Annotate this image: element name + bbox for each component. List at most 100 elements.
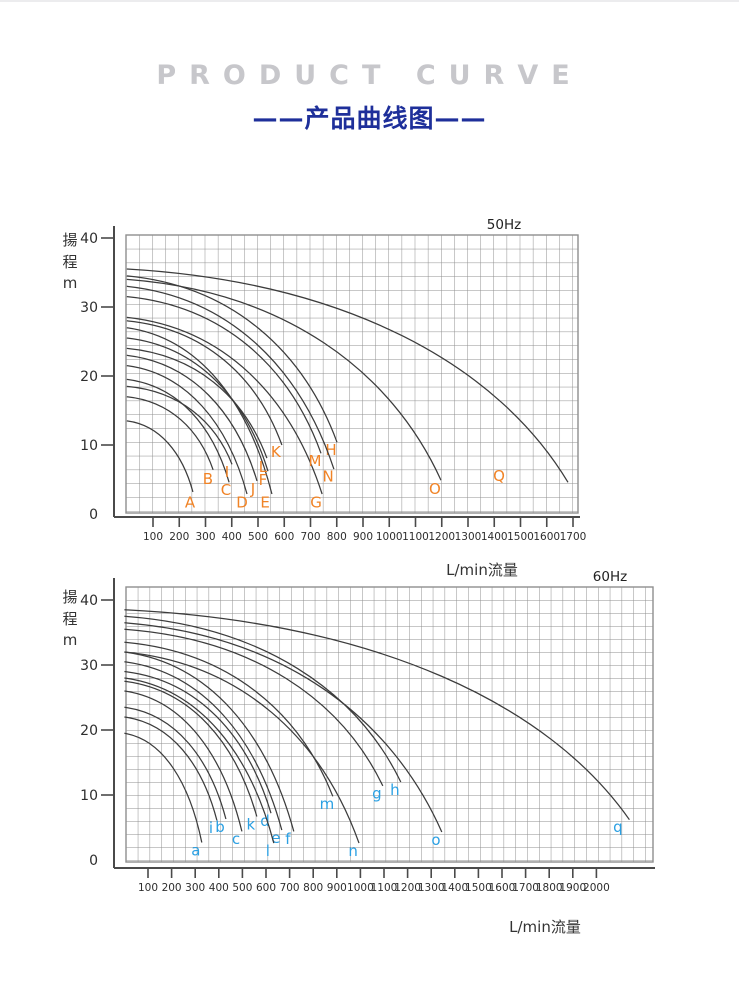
curve-b — [124, 706, 227, 820]
x-tick-label: 600 — [256, 882, 276, 894]
curve-label-Q: Q — [493, 467, 505, 485]
curve-label-f: f — [285, 830, 291, 848]
x-tick-label: 1600 — [489, 882, 516, 894]
y-axis-title-char: 程 — [62, 253, 77, 271]
curve-I — [126, 385, 233, 465]
curve-label-h: h — [390, 781, 400, 799]
y-axis-title-char: m — [63, 274, 78, 292]
x-tick-label: 1400 — [481, 531, 508, 543]
x-tick-label: 900 — [327, 882, 347, 894]
curve-label-o: o — [431, 831, 440, 849]
page-title-en: PRODUCT CURVE — [156, 60, 583, 91]
curve-F — [126, 337, 269, 472]
x-tick-label: 100 — [143, 531, 163, 543]
curve-G — [126, 316, 323, 495]
y-tick-label: 30 — [80, 300, 98, 316]
y-axis-title-char: 揚 — [62, 231, 77, 249]
x-tick-label: 300 — [195, 531, 215, 543]
curve-C — [126, 378, 230, 483]
x-tick-label: 1900 — [559, 882, 586, 894]
x-tick-label: 1700 — [560, 531, 587, 543]
plot-grid — [126, 235, 578, 513]
y-tick-label: 10 — [80, 438, 98, 454]
curve-a — [124, 732, 203, 843]
curve-H — [126, 275, 338, 443]
curve-e — [124, 661, 283, 831]
x-tick-label: 1700 — [512, 882, 539, 894]
x-tick-label: 1200 — [428, 531, 455, 543]
x-tick-label: 1300 — [418, 882, 445, 894]
curve-label-G: G — [310, 493, 322, 511]
curve-n — [124, 651, 360, 844]
x-tick-label: 1400 — [441, 882, 468, 894]
curve-c — [124, 690, 243, 832]
curve-label-H: H — [325, 441, 336, 459]
x-tick-label: 200 — [162, 882, 182, 894]
x-tick-label: 200 — [169, 531, 189, 543]
y-axis-title-char: 揚 — [62, 588, 77, 606]
curve-label-A: A — [185, 493, 196, 511]
frequency-label: 60Hz — [593, 569, 627, 585]
curve-label-E: E — [260, 493, 269, 511]
x-tick-label: 800 — [303, 882, 323, 894]
curve-label-c: c — [232, 830, 240, 848]
x-tick-label: 1600 — [533, 531, 560, 543]
curve-label-d: d — [260, 812, 270, 830]
x-tick-label: 1000 — [347, 882, 374, 894]
x-tick-label: 700 — [300, 531, 320, 543]
curve-label-N: N — [322, 468, 333, 486]
y-tick-label: 10 — [80, 788, 98, 804]
y-tick-label: 20 — [80, 369, 98, 385]
curve-label-e: e — [271, 829, 280, 847]
y-tick-label: 20 — [80, 723, 98, 739]
curve-label-F: F — [259, 471, 268, 489]
y-axis-title-char: m — [63, 631, 78, 649]
y-tick-label: 40 — [80, 593, 98, 609]
curve-label-q: q — [613, 818, 623, 836]
x-tick-label: 1200 — [394, 882, 421, 894]
curve-g — [124, 628, 384, 787]
curve-O — [126, 278, 442, 481]
y-tick-label: 0 — [89, 507, 98, 523]
page-header: PRODUCT CURVE ——产品曲线图—— — [0, 60, 739, 135]
curve-label-k: k — [247, 815, 256, 833]
curve-B — [126, 396, 214, 471]
curve-A — [126, 420, 194, 493]
curve-L — [126, 347, 268, 459]
x-tick-label: 2000 — [583, 882, 610, 894]
x-tick-label: 1100 — [402, 531, 429, 543]
curve-m — [124, 641, 334, 797]
plot-grid — [126, 587, 653, 862]
curve-k — [124, 680, 258, 817]
curve-q — [124, 609, 630, 821]
curve-label-L: L — [259, 458, 268, 476]
curve-N — [126, 285, 335, 470]
x-tick-label: 900 — [353, 531, 373, 543]
curve-label-l: l — [266, 842, 270, 860]
curve-label-I: I — [225, 463, 229, 481]
x-tick-label: 1500 — [507, 531, 534, 543]
curve-label-B: B — [203, 470, 213, 488]
x-tick-label: 500 — [248, 531, 268, 543]
curve-D — [126, 364, 248, 495]
curve-label-J: J — [250, 480, 255, 498]
frequency-label: 50Hz — [487, 217, 521, 233]
curve-label-n: n — [348, 842, 358, 860]
curve-E — [126, 327, 273, 495]
curve-label-D: D — [236, 493, 248, 511]
x-axis-title: L/min流量 — [446, 561, 518, 579]
curve-h — [124, 615, 402, 783]
curve-label-K: K — [271, 443, 282, 461]
curve-label-a: a — [191, 841, 200, 859]
curve-l — [124, 677, 275, 844]
curve-label-O: O — [429, 480, 441, 498]
y-tick-label: 0 — [89, 853, 98, 869]
curve-label-b: b — [215, 818, 225, 836]
curve-J — [126, 354, 258, 482]
x-tick-label: 800 — [327, 531, 347, 543]
x-tick-label: 600 — [274, 531, 294, 543]
curve-label-m: m — [320, 795, 335, 813]
